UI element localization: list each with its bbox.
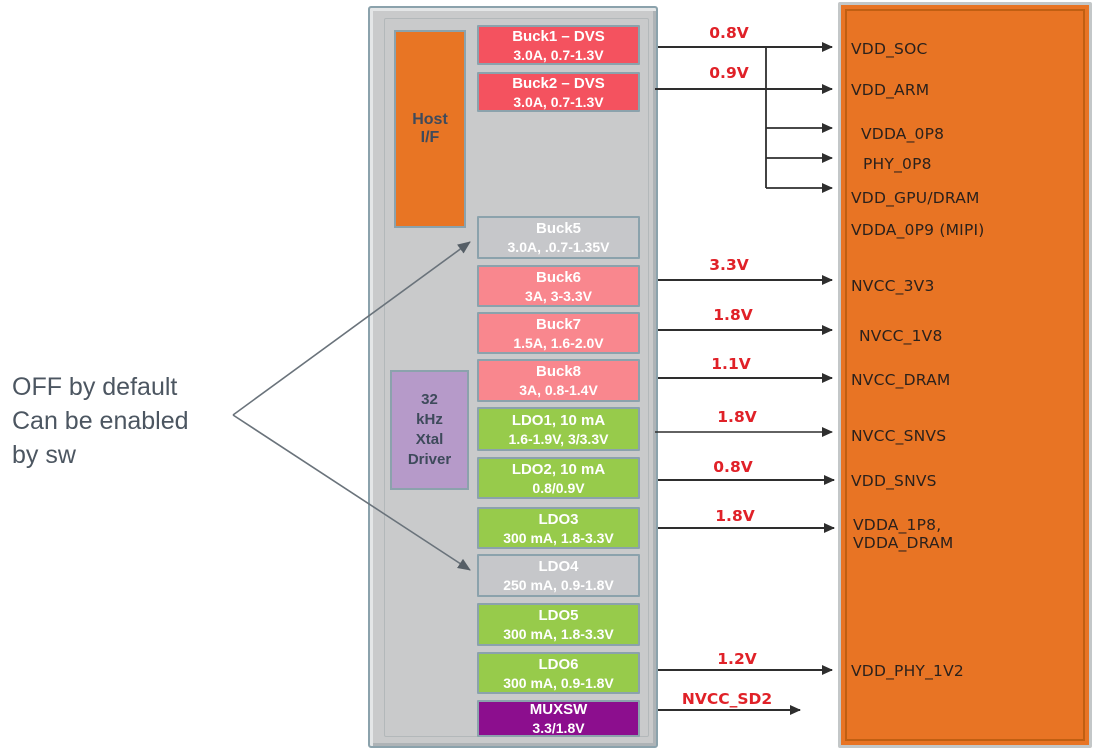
voltage-label-vdd-soc: 0.8V (709, 24, 749, 42)
block-buck2: Buck2 – DVS 3.0A, 0.7-1.3V (477, 72, 640, 112)
rail-nvcc-dram: NVCC_DRAM (851, 371, 951, 389)
block-title: Buck5 (535, 220, 582, 237)
block-title: Buck8 (535, 363, 582, 380)
block-ldo1: LDO1, 10 mA 1.6-1.9V, 3/3.3V (477, 407, 640, 451)
soc-panel: VDD_SOC VDD_ARM VDDA_0P8 PHY_0P8 VDD_GPU… (838, 2, 1092, 748)
block-title: MUXSW (529, 701, 588, 718)
off-by-default-note: OFF by default Can be enabled by sw (12, 370, 189, 472)
rail-vdda-0p8: VDDA_0P8 (861, 125, 945, 143)
block-title: LDO4 (538, 558, 579, 575)
host-if-label-line2: I/F (420, 129, 440, 146)
block-spec: 3.0A, 0.7-1.3V (513, 93, 604, 110)
block-buck5: Buck5 3.0A, .0.7-1.35V (477, 216, 640, 259)
block-spec: 1.6-1.9V, 3/3.3V (508, 430, 609, 447)
rail-vdda-0p9-mipi: VDDA_0P9 (MIPI) (851, 221, 985, 239)
rail-vdd-phy-1v2: VDD_PHY_1V2 (851, 662, 964, 680)
block-title: Buck7 (535, 315, 582, 333)
xtal-label-line3: Xtal (415, 431, 444, 448)
block-title: LDO2, 10 mA (511, 460, 606, 478)
block-ldo6: LDO6 300 mA, 0.9-1.8V (477, 652, 640, 694)
block-title: Buck2 – DVS (512, 74, 605, 92)
block-spec: 3A, 3-3.3V (525, 287, 592, 304)
voltage-label-nvcc-sd2: NVCC_SD2 (681, 690, 773, 708)
note-line-3: by sw (12, 441, 76, 469)
block-spec: 300 mA, 1.8-3.3V (503, 626, 614, 642)
block-spec: 300 mA, 0.9-1.8V (503, 674, 614, 691)
block-spec: 3.0A, .0.7-1.35V (507, 239, 610, 255)
host-if-block: Host I/F (394, 30, 466, 228)
block-spec: 0.8/0.9V (532, 479, 585, 496)
block-spec: 3.3/1.8V (532, 720, 585, 736)
rail-vdda-dram: VDDA_DRAM (853, 534, 954, 552)
block-title: LDO5 (538, 607, 579, 624)
rail-vdd-soc: VDD_SOC (851, 40, 928, 58)
block-spec: 300 mA, 1.8-3.3V (503, 529, 614, 546)
block-title: LDO1, 10 mA (511, 411, 606, 429)
block-title: LDO6 (538, 655, 579, 673)
voltage-label-nvcc-dram: 1.1V (711, 355, 751, 373)
block-ldo4: LDO4 250 mA, 0.9-1.8V (477, 554, 640, 597)
block-spec: 250 mA, 0.9-1.8V (503, 577, 614, 593)
note-line-2: Can be enabled (12, 407, 189, 435)
block-buck1: Buck1 – DVS 3.0A, 0.7-1.3V (477, 25, 640, 65)
xtal-label-line1: 32 (421, 391, 438, 408)
rail-vdd-gpu-dram: VDD_GPU/DRAM (851, 189, 980, 207)
rail-vdda-1p8: VDDA_1P8, (853, 516, 942, 534)
block-buck8: Buck8 3A, 0.8-1.4V (477, 359, 640, 402)
block-spec: 3A, 0.8-1.4V (519, 382, 598, 398)
voltage-label-vdd-snvs: 0.8V (713, 458, 753, 476)
voltage-label-nvcc-1v8: 1.8V (713, 306, 753, 324)
block-ldo2: LDO2, 10 mA 0.8/0.9V (477, 457, 640, 499)
block-ldo3: LDO3 300 mA, 1.8-3.3V (477, 507, 640, 549)
block-buck7: Buck7 1.5A, 1.6-2.0V (477, 312, 640, 354)
rail-vdd-snvs: VDD_SNVS (851, 472, 937, 490)
voltage-label-vdd-arm: 0.9V (709, 64, 749, 82)
pmic-panel: Host I/F 32 kHz Xtal Driver Buck1 – DVS … (368, 6, 658, 748)
voltage-label-vdda-1p8: 1.8V (715, 507, 755, 525)
block-ldo5: LDO5 300 mA, 1.8-3.3V (477, 603, 640, 646)
block-title: Buck6 (535, 268, 582, 286)
rail-nvcc-1v8: NVCC_1V8 (859, 327, 943, 345)
xtal-label-line4: Driver (407, 451, 452, 468)
block-title: Buck1 – DVS (512, 27, 605, 45)
rail-nvcc-snvs: NVCC_SNVS (851, 427, 947, 445)
xtal-driver-block: 32 kHz Xtal Driver (390, 370, 469, 490)
block-spec: 3.0A, 0.7-1.3V (513, 46, 604, 63)
voltage-label-nvcc-snvs: 1.8V (717, 408, 757, 426)
note-line-1: OFF by default (12, 373, 178, 401)
block-title: LDO3 (538, 510, 579, 528)
rail-phy-0p8: PHY_0P8 (863, 155, 932, 173)
xtal-label-line2: kHz (416, 411, 443, 428)
voltage-label-vdd-phy: 1.2V (717, 650, 757, 668)
host-if-label-line1: Host (412, 111, 448, 128)
block-spec: 1.5A, 1.6-2.0V (513, 334, 604, 351)
rail-vdd-arm: VDD_ARM (851, 81, 930, 99)
rail-nvcc-3v3: NVCC_3V3 (851, 277, 935, 295)
block-muxsw: MUXSW 3.3/1.8V (477, 700, 640, 737)
voltage-label-nvcc-3v3: 3.3V (709, 256, 749, 274)
block-buck6: Buck6 3A, 3-3.3V (477, 265, 640, 307)
